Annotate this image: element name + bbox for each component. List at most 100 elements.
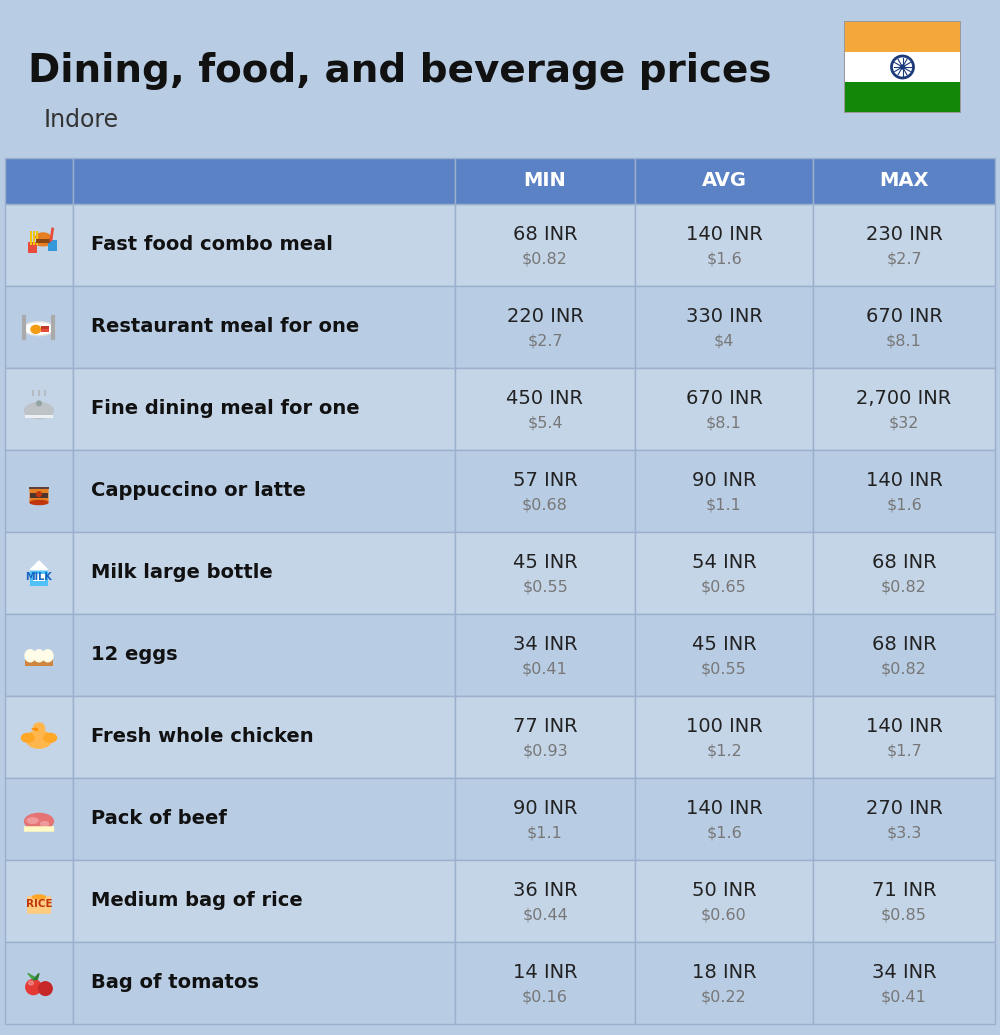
Text: $2.7: $2.7	[527, 333, 563, 349]
Text: $1.6: $1.6	[706, 826, 742, 840]
Bar	[73, 158, 455, 204]
Ellipse shape	[21, 734, 34, 742]
Bar	[813, 450, 995, 532]
Text: 54 INR: 54 INR	[692, 553, 756, 572]
Ellipse shape	[36, 233, 50, 241]
Text: $1.1: $1.1	[527, 826, 563, 840]
Text: 90 INR: 90 INR	[692, 471, 756, 490]
Text: Dining, food, and beverage prices: Dining, food, and beverage prices	[28, 52, 772, 90]
Text: 230 INR: 230 INR	[866, 225, 942, 244]
FancyBboxPatch shape	[30, 489, 48, 502]
Text: RICE: RICE	[26, 899, 52, 909]
Text: AVG: AVG	[702, 172, 746, 190]
Ellipse shape	[30, 501, 48, 504]
Text: 220 INR: 220 INR	[507, 306, 583, 326]
Bar	[813, 614, 995, 696]
Bar	[635, 778, 813, 860]
Text: Cappuccino or latte: Cappuccino or latte	[91, 481, 306, 501]
Text: $3.3: $3.3	[886, 826, 922, 840]
Text: 14 INR: 14 INR	[513, 963, 577, 982]
Bar	[36, 231, 38, 245]
Text: Restaurant meal for one: Restaurant meal for one	[91, 318, 359, 336]
Ellipse shape	[44, 734, 57, 742]
Text: 100 INR: 100 INR	[686, 717, 762, 736]
Text: $0.55: $0.55	[522, 580, 568, 594]
Text: 57 INR: 57 INR	[513, 471, 577, 490]
Bar	[73, 614, 455, 696]
Bar	[41, 326, 49, 329]
Polygon shape	[28, 973, 37, 980]
Text: $0.16: $0.16	[522, 989, 568, 1004]
Circle shape	[900, 65, 904, 69]
Text: Medium bag of rice: Medium bag of rice	[91, 891, 303, 911]
Text: 90 INR: 90 INR	[513, 799, 577, 818]
Ellipse shape	[25, 814, 53, 829]
Bar	[33, 231, 35, 245]
Ellipse shape	[27, 818, 38, 824]
Text: 34 INR: 34 INR	[513, 634, 577, 654]
Text: 68 INR: 68 INR	[872, 553, 936, 572]
Text: 18 INR: 18 INR	[692, 963, 756, 982]
Bar	[5, 614, 73, 696]
Ellipse shape	[37, 401, 41, 406]
Bar	[41, 329, 49, 332]
Bar	[73, 450, 455, 532]
Text: MAX: MAX	[879, 172, 929, 190]
Bar	[455, 368, 635, 450]
Bar	[635, 860, 813, 942]
Bar	[813, 860, 995, 942]
Bar	[9, 700, 69, 774]
Text: $1.6: $1.6	[706, 252, 742, 266]
Bar	[635, 532, 813, 614]
Text: 68 INR: 68 INR	[872, 634, 936, 654]
Ellipse shape	[41, 822, 49, 826]
Bar	[455, 860, 635, 942]
Text: $0.82: $0.82	[881, 580, 927, 594]
Bar	[455, 614, 635, 696]
Bar	[73, 286, 455, 368]
Text: 36 INR: 36 INR	[513, 881, 577, 899]
Bar	[635, 450, 813, 532]
Text: $0.55: $0.55	[701, 661, 747, 677]
Text: 68 INR: 68 INR	[513, 225, 577, 244]
Text: $1.2: $1.2	[706, 743, 742, 759]
Polygon shape	[30, 561, 48, 570]
Bar	[813, 942, 995, 1024]
Text: $1.7: $1.7	[886, 743, 922, 759]
Bar	[73, 204, 455, 286]
Bar	[73, 778, 455, 860]
Text: Milk large bottle: Milk large bottle	[91, 563, 273, 583]
Text: $0.22: $0.22	[701, 989, 747, 1004]
Ellipse shape	[33, 895, 45, 899]
Bar	[845, 22, 960, 52]
Bar	[455, 696, 635, 778]
Bar	[5, 368, 73, 450]
Text: MIN: MIN	[524, 172, 566, 190]
Bar	[30, 493, 48, 498]
Ellipse shape	[31, 325, 41, 333]
Bar	[5, 158, 73, 204]
Ellipse shape	[43, 650, 53, 661]
Text: $0.93: $0.93	[522, 743, 568, 759]
Bar	[9, 946, 69, 1021]
Text: $32: $32	[889, 415, 919, 431]
Text: 45 INR: 45 INR	[692, 634, 756, 654]
Text: 140 INR: 140 INR	[866, 717, 942, 736]
Ellipse shape	[25, 650, 35, 661]
Text: 2,700 INR: 2,700 INR	[856, 389, 952, 408]
Text: $0.41: $0.41	[522, 661, 568, 677]
Ellipse shape	[33, 723, 45, 734]
Text: 140 INR: 140 INR	[686, 225, 762, 244]
Text: $5.4: $5.4	[527, 415, 563, 431]
Bar	[813, 778, 995, 860]
Bar	[9, 618, 69, 692]
Text: 12 eggs: 12 eggs	[91, 646, 178, 664]
Bar	[30, 231, 32, 245]
Text: Indore: Indore	[44, 108, 119, 132]
Text: 34 INR: 34 INR	[872, 963, 936, 982]
Text: 270 INR: 270 INR	[866, 799, 942, 818]
Bar	[813, 532, 995, 614]
Bar	[9, 864, 69, 938]
Bar	[29, 487, 49, 490]
Bar	[25, 415, 53, 418]
